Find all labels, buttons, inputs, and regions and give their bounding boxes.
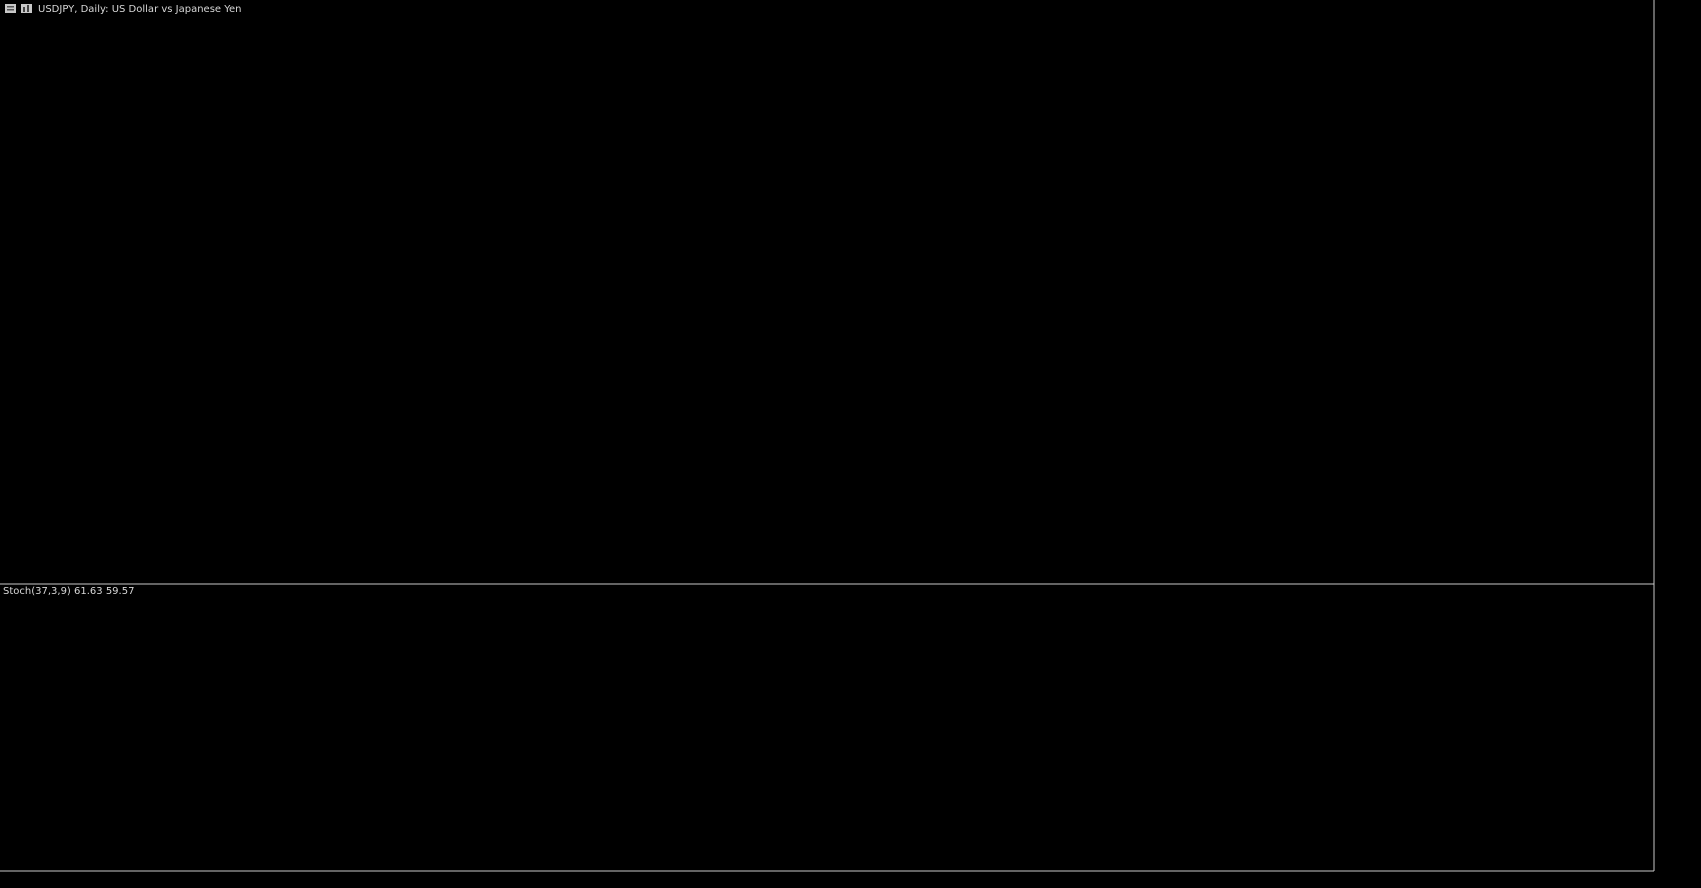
chart-title: USDJPY, Daily: US Dollar vs Japanese Yen bbox=[38, 4, 242, 15]
icon bbox=[7, 6, 14, 8]
indicator-title: Stoch(37,3,9) 61.63 59.57 bbox=[3, 586, 134, 597]
icon bbox=[21, 4, 32, 13]
icon bbox=[7, 9, 14, 11]
icon bbox=[27, 5, 29, 12]
icon bbox=[5, 4, 16, 13]
symbol-icons bbox=[5, 4, 32, 13]
icon bbox=[23, 7, 25, 12]
